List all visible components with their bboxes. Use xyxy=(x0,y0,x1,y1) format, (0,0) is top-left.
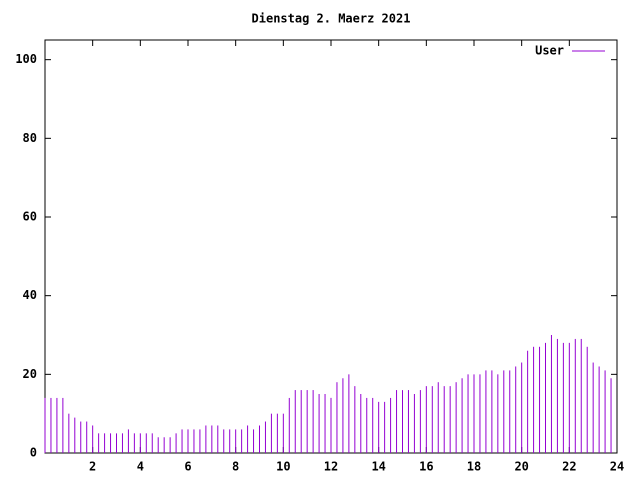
y-tick-label: 0 xyxy=(30,446,37,460)
x-tick-label: 4 xyxy=(137,460,144,474)
legend-label: User xyxy=(535,44,564,58)
x-tick-label: 6 xyxy=(184,460,191,474)
x-tick-label: 16 xyxy=(419,460,433,474)
x-tick-label: 14 xyxy=(371,460,385,474)
y-tick-label: 60 xyxy=(23,210,37,224)
x-tick-label: 2 xyxy=(89,460,96,474)
x-tick-label: 18 xyxy=(467,460,481,474)
x-tick-label: 12 xyxy=(324,460,338,474)
x-tick-label: 10 xyxy=(276,460,290,474)
y-tick-label: 40 xyxy=(23,288,37,302)
x-tick-label: 20 xyxy=(514,460,528,474)
x-tick-label: 24 xyxy=(610,460,624,474)
y-tick-label: 20 xyxy=(23,367,37,381)
chart-title: Dienstag 2. Maerz 2021 xyxy=(252,12,411,26)
x-tick-label: 22 xyxy=(562,460,576,474)
y-tick-label: 100 xyxy=(15,52,37,66)
x-tick-label: 8 xyxy=(232,460,239,474)
y-tick-label: 80 xyxy=(23,131,37,145)
